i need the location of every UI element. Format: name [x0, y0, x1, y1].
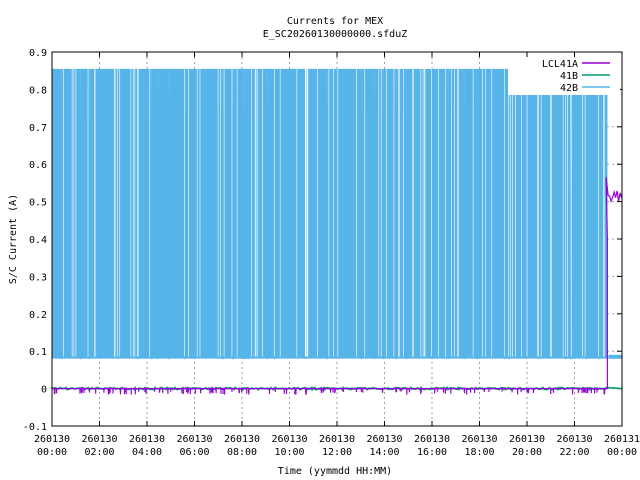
chart-title: Currents for MEX — [287, 16, 383, 27]
y-tick-label: 0.4 — [29, 235, 47, 246]
x-tick-label-time: 06:00 — [179, 447, 209, 458]
y-tick-label: 0.1 — [29, 347, 47, 358]
y-tick-label: 0.9 — [29, 48, 47, 59]
series-lcl41a-line — [52, 177, 623, 390]
y-tick-label: 0.8 — [29, 85, 47, 96]
y-tick-label: 0.5 — [29, 198, 47, 209]
x-tick-label-time: 10:00 — [274, 447, 304, 458]
x-tick-label-time: 02:00 — [84, 447, 114, 458]
plot-frame — [51, 51, 623, 427]
legend: LCL41A 41B 42B — [508, 57, 620, 95]
y-tick-label: -0.1 — [23, 422, 47, 433]
y-tick-label: 0.6 — [29, 160, 47, 171]
x-tick-label-date: 260130 — [319, 434, 355, 445]
x-tick-label-time: 22:00 — [559, 447, 589, 458]
x-tick-label-date: 260130 — [461, 434, 497, 445]
x-tick-label-date: 260130 — [34, 434, 70, 445]
plot-area — [51, 67, 623, 395]
x-tick-label-time: 12:00 — [322, 447, 352, 458]
x-axis-label: Time (yymmdd HH:MM) — [278, 466, 392, 477]
x-tick-label-date: 260130 — [509, 434, 545, 445]
x-tick-label-date: 260130 — [366, 434, 402, 445]
series-42b-after — [608, 354, 622, 359]
y-tick-label: 0.3 — [29, 272, 47, 283]
x-tick-label-date: 260130 — [414, 434, 450, 445]
x-tick-label-time: 16:00 — [417, 447, 447, 458]
legend-label-42b: 42B — [560, 83, 578, 94]
x-tick-label-date: 260130 — [271, 434, 307, 445]
legend-label-lcl41a: LCL41A — [542, 59, 578, 70]
x-tick-label-time: 14:00 — [369, 447, 399, 458]
x-tick-label-date: 260130 — [129, 434, 165, 445]
y-tick-label: 0.2 — [29, 310, 47, 321]
x-tick-label-time: 00:00 — [607, 447, 637, 458]
x-tick-label-date: 260131 — [604, 434, 640, 445]
x-tick-label-time: 04:00 — [132, 447, 162, 458]
x-tick-label-date: 260130 — [556, 434, 592, 445]
series-42b-line — [51, 68, 608, 360]
x-tick-label-date: 260130 — [224, 434, 260, 445]
x-tick-labels: 260130 00:00 260130 02:00 260130 04:00 260130 0… — [34, 434, 640, 458]
y-tick-labels: -0.1 0 0.1 0.2 0.3 0.4 0.5 0.6 0.7 0.8 0.9 — [23, 48, 47, 433]
y-axis-label: S/C Current (A) — [8, 194, 19, 284]
y-tick-label: 0 — [41, 385, 47, 396]
x-tick-label-date: 260130 — [81, 434, 117, 445]
x-tick-label-time: 00:00 — [37, 447, 67, 458]
x-tick-label-date: 260130 — [176, 434, 212, 445]
x-tick-label-time: 08:00 — [227, 447, 257, 458]
legend-label-41b: 41B — [560, 71, 578, 82]
y-tick-label: 0.7 — [29, 123, 47, 134]
x-tick-label-time: 20:00 — [512, 447, 542, 458]
chart-subtitle: E_SC20260130000000.sfduZ — [263, 29, 408, 40]
x-tick-label-time: 18:00 — [464, 447, 494, 458]
